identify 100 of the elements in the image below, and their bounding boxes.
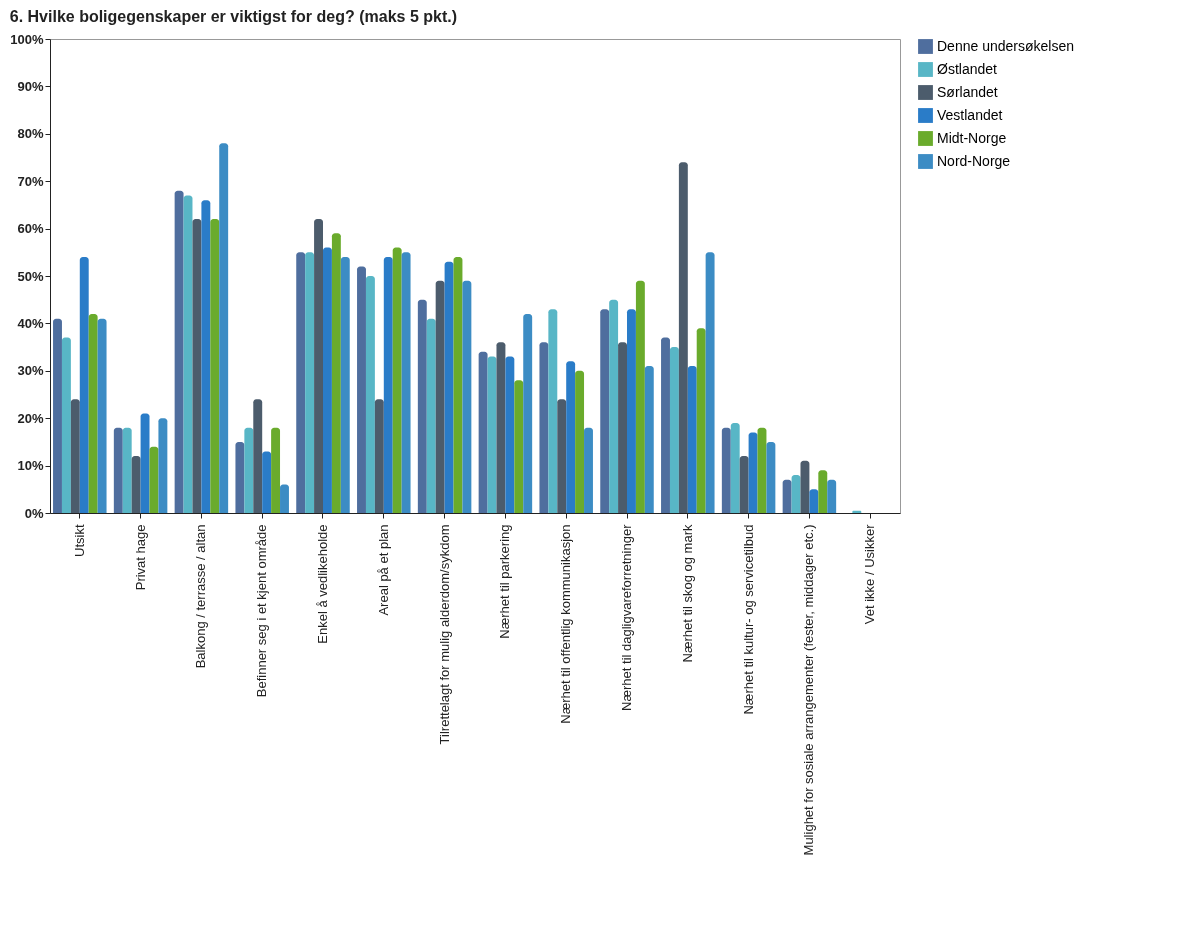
bar (523, 313, 533, 513)
bar (201, 200, 211, 513)
bar (401, 252, 411, 513)
bar (496, 342, 506, 513)
y-tick-label: 80% (17, 126, 44, 142)
bar (669, 347, 679, 513)
bar (791, 475, 801, 513)
bar (174, 190, 184, 513)
bar (661, 337, 670, 513)
x-tick-label: Nærhet til skog og mark (679, 524, 695, 663)
bar (687, 366, 697, 513)
bar (280, 484, 289, 513)
y-tick-label: 40% (17, 315, 44, 331)
bar (827, 479, 837, 513)
bar (721, 427, 731, 513)
bar (331, 233, 341, 513)
x-tick-label: Tilrettelagt for mulig alderdom/sykdom (436, 524, 452, 745)
bar (323, 247, 332, 513)
x-tick-label: Nærhet til kultur- og servicetilbud (740, 524, 756, 715)
bar (566, 361, 576, 513)
x-tick-label: Enkel å vedlikeholde (315, 524, 330, 644)
bar (383, 257, 393, 513)
bar (705, 252, 715, 513)
bar (271, 427, 281, 513)
y-tick-label: 100% (10, 31, 44, 47)
bar (800, 460, 810, 513)
bar (730, 422, 740, 513)
bar (809, 489, 819, 513)
legend-label: Sørlandet (937, 83, 998, 100)
y-tick-label: 50% (17, 268, 44, 284)
bar (618, 342, 627, 513)
bar (305, 252, 315, 513)
bar (192, 219, 202, 513)
bar (374, 399, 384, 513)
bar (219, 143, 229, 513)
bar (131, 456, 141, 513)
x-tick-label: Privat hage (132, 524, 148, 591)
x-tick-label: Utsikt (71, 524, 87, 557)
bar (739, 456, 749, 513)
bar (340, 257, 350, 513)
bar (757, 427, 767, 513)
bar (158, 418, 168, 513)
bar (61, 337, 71, 513)
bar (244, 427, 254, 513)
legend-label: Østlandet (937, 60, 998, 77)
bar (487, 356, 497, 513)
bar (296, 252, 306, 513)
bar (88, 313, 98, 513)
bar (584, 427, 593, 513)
y-tick-label: 60% (17, 221, 44, 237)
bar (253, 399, 263, 513)
bar (609, 299, 619, 513)
bar (113, 427, 123, 513)
bar (79, 257, 89, 513)
legend-label: Midt-Norge (937, 129, 1007, 146)
x-tick-label: Balkong / terrasse / altan (193, 524, 209, 669)
bar (417, 299, 427, 513)
bar (818, 470, 828, 513)
x-tick-label: Areal på et plan (375, 524, 391, 616)
bar (122, 427, 132, 513)
x-tick-label: Mulighet for sosiale arrangementer (fester, middager etc.) (801, 524, 817, 856)
y-tick-label: 20% (17, 410, 44, 426)
bar (644, 366, 654, 513)
x-tick-label: Nærhet til offentlig kommunikasjon (558, 524, 574, 724)
bar (696, 328, 706, 513)
bar (365, 276, 375, 513)
x-tick-label: Befinner seg i et kjent område (254, 524, 270, 698)
legend-label: Nord-Norge (937, 152, 1011, 169)
bar (97, 318, 107, 513)
bar (235, 441, 245, 513)
bar (539, 342, 549, 513)
bar (766, 441, 776, 513)
bar (314, 219, 323, 513)
bar (478, 351, 488, 513)
bar (557, 399, 567, 513)
bar (70, 399, 80, 513)
bar (748, 432, 758, 513)
bar (782, 479, 792, 513)
x-tick-label: Nærhet til parkering (497, 524, 513, 639)
y-tick-label: 90% (17, 78, 44, 94)
bar (435, 280, 445, 513)
bar (149, 446, 159, 513)
y-tick-label: 30% (17, 363, 44, 379)
chart-title: 6. Hvilke boligegenskaper er viktigst for deg? (maks 5 pkt.) (9, 8, 457, 25)
legend-label: Vestlandet (937, 106, 1003, 123)
bar (357, 266, 366, 513)
legend-label: Denne undersøkelsen (937, 37, 1074, 54)
y-tick-label: 70% (17, 173, 44, 189)
bar (600, 309, 610, 513)
y-tick-label: 0% (24, 505, 44, 521)
bar (444, 261, 454, 513)
bar (505, 356, 515, 513)
bar (262, 451, 272, 513)
bar (548, 309, 558, 513)
bar (210, 219, 220, 513)
y-tick-label: 10% (17, 458, 44, 474)
x-tick-label: Nærhet til dagligvareforretninger (619, 523, 634, 711)
bar (183, 195, 193, 513)
bar (392, 247, 402, 513)
x-tick-label: Vet ikke / Usikker (862, 523, 878, 625)
